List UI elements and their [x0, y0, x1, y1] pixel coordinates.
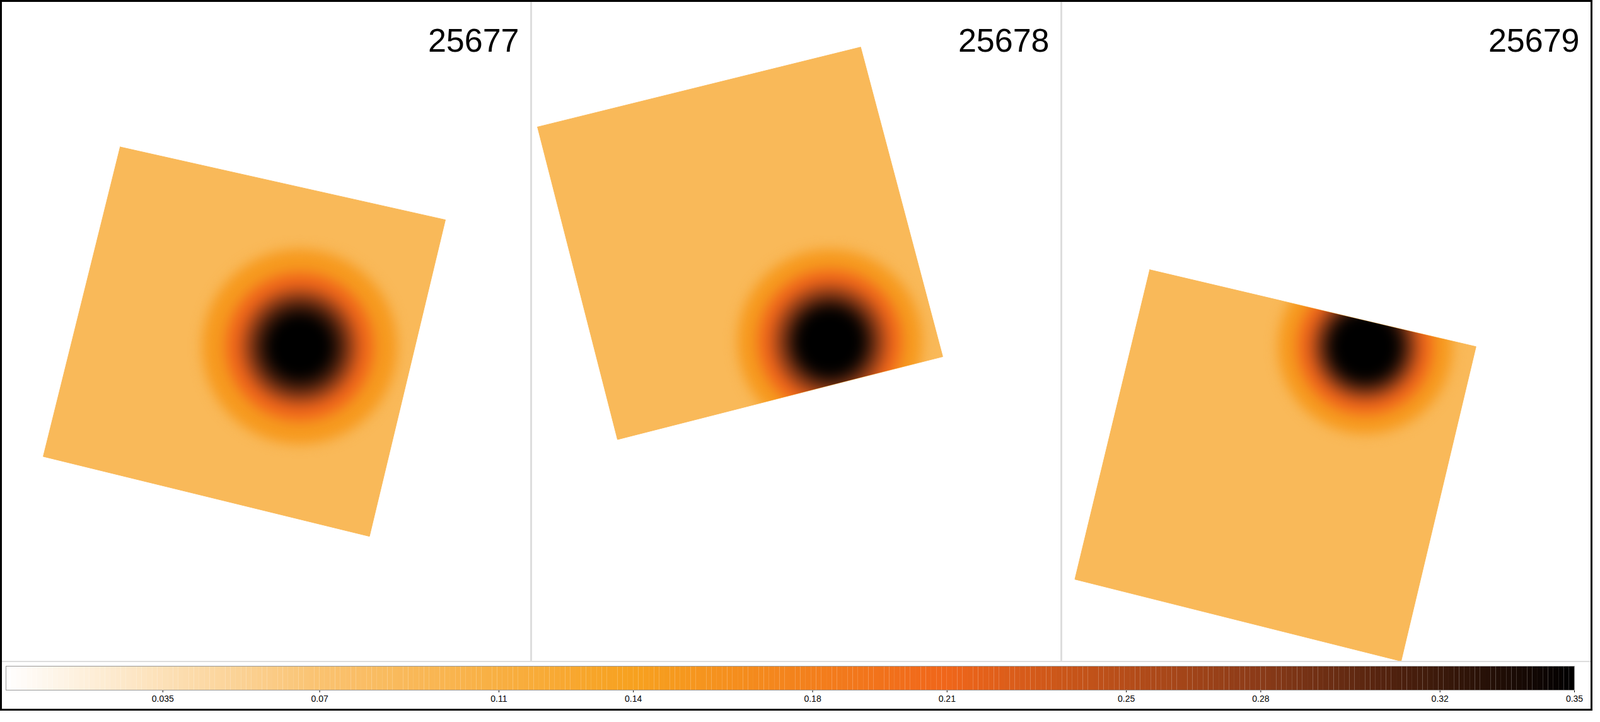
svg-text:0.28: 0.28: [1252, 693, 1270, 704]
svg-text:0.21: 0.21: [938, 693, 956, 704]
svg-text:25677: 25677: [428, 22, 520, 59]
svg-text:0.25: 0.25: [1117, 693, 1135, 704]
svg-text:25678: 25678: [958, 22, 1050, 59]
svg-text:0.11: 0.11: [490, 693, 507, 704]
svg-text:0.32: 0.32: [1431, 693, 1449, 704]
svg-text:0.35: 0.35: [1565, 693, 1583, 704]
svg-text:0.07: 0.07: [310, 693, 328, 704]
svg-text:0.14: 0.14: [624, 693, 642, 704]
svg-text:25679: 25679: [1488, 22, 1580, 59]
svg-text:0.18: 0.18: [803, 693, 821, 704]
svg-text:0.035: 0.035: [151, 693, 174, 704]
